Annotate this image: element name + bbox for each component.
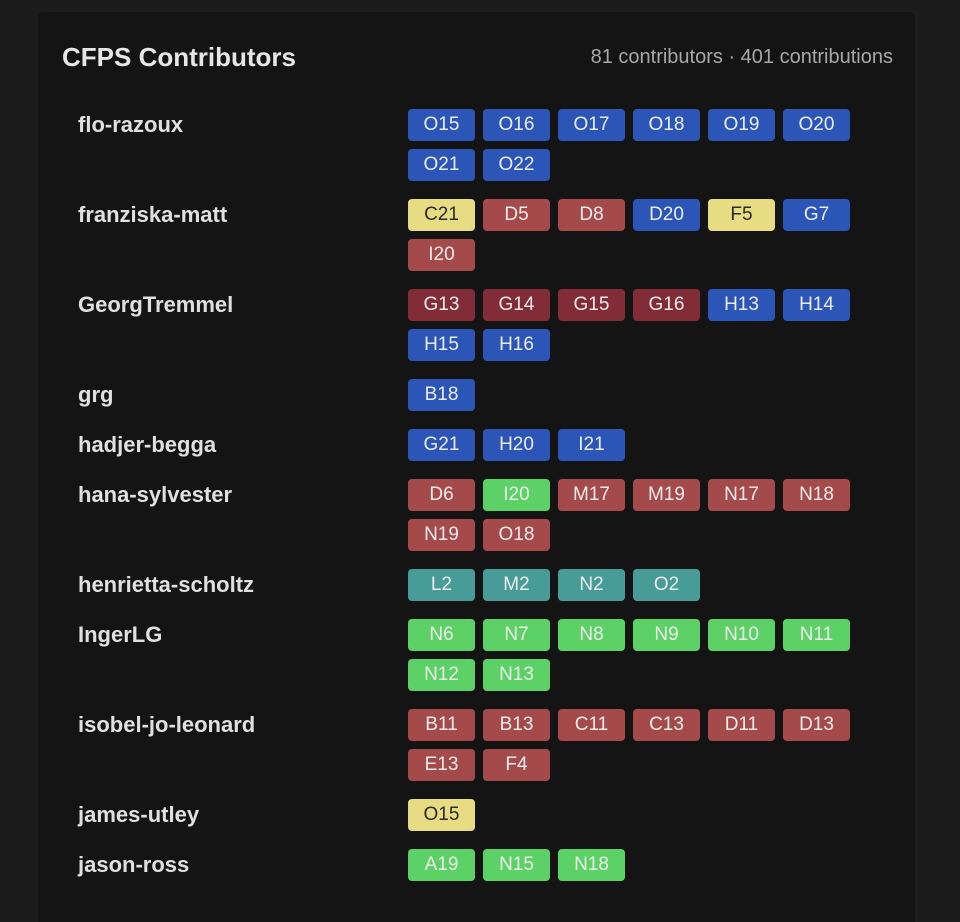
chip: O16 bbox=[483, 109, 550, 141]
contributor-name: franziska-matt bbox=[78, 202, 228, 227]
chip: N11 bbox=[783, 619, 850, 651]
chip: I20 bbox=[408, 239, 475, 271]
contributor-row: jason-ross A19 N15 N18 bbox=[78, 849, 898, 881]
contributor-row: grg B18 bbox=[78, 379, 898, 411]
chip: C11 bbox=[558, 709, 625, 741]
chip: D8 bbox=[558, 199, 625, 231]
chip: M2 bbox=[483, 569, 550, 601]
chip: G15 bbox=[558, 289, 625, 321]
chip: N17 bbox=[708, 479, 775, 511]
chip: O18 bbox=[483, 519, 550, 551]
chip: N2 bbox=[558, 569, 625, 601]
chip: B13 bbox=[483, 709, 550, 741]
contributor-name: hana-sylvester bbox=[78, 482, 233, 507]
chip: N9 bbox=[633, 619, 700, 651]
chip: G16 bbox=[633, 289, 700, 321]
header: CFPS Contributors 81 contributors · 401 … bbox=[62, 40, 893, 74]
chip: N7 bbox=[483, 619, 550, 651]
chip: D13 bbox=[783, 709, 850, 741]
contributor-row: GeorgTremmel G13 G14 G15 G16 H13 H14 H15 H16 bbox=[78, 289, 898, 361]
chip: N6 bbox=[408, 619, 475, 651]
chip: A19 bbox=[408, 849, 475, 881]
contributor-name: GeorgTremmel bbox=[78, 292, 234, 317]
chip: D11 bbox=[708, 709, 775, 741]
chip-list: G21 H20 I21 bbox=[408, 429, 858, 461]
contributor-name: IngerLG bbox=[78, 622, 163, 647]
contributor-name: isobel-jo-leonard bbox=[78, 712, 256, 737]
contributor-row: hadjer-begga G21 H20 I21 bbox=[78, 429, 898, 461]
chip-list: D6 I20 M17 M19 N17 N18 N19 O18 bbox=[408, 479, 858, 551]
chip: O17 bbox=[558, 109, 625, 141]
chip: B18 bbox=[408, 379, 475, 411]
chip: F4 bbox=[483, 749, 550, 781]
chip: O2 bbox=[633, 569, 700, 601]
chip: G7 bbox=[783, 199, 850, 231]
chip: D6 bbox=[408, 479, 475, 511]
chip: N8 bbox=[558, 619, 625, 651]
chip-list: B11 B13 C11 C13 D11 D13 E13 F4 bbox=[408, 709, 858, 781]
chip: N12 bbox=[408, 659, 475, 691]
chip: D5 bbox=[483, 199, 550, 231]
contributor-name: james-utley bbox=[78, 802, 200, 827]
chip: E13 bbox=[408, 749, 475, 781]
contributor-row: james-utley O15 bbox=[78, 799, 898, 831]
contributor-name: jason-ross bbox=[78, 852, 190, 877]
chip: G21 bbox=[408, 429, 475, 461]
chip: O21 bbox=[408, 149, 475, 181]
chip: L2 bbox=[408, 569, 475, 601]
chip: N18 bbox=[783, 479, 850, 511]
chip: H13 bbox=[708, 289, 775, 321]
chip: O20 bbox=[783, 109, 850, 141]
contributor-row: isobel-jo-leonard B11 B13 C11 C13 D11 D13 E13 F4 bbox=[78, 709, 898, 781]
chip: N10 bbox=[708, 619, 775, 651]
chip: C21 bbox=[408, 199, 475, 231]
contributor-name: henrietta-scholtz bbox=[78, 572, 255, 597]
chip: G14 bbox=[483, 289, 550, 321]
chip: H16 bbox=[483, 329, 550, 361]
chip-list: C21 D5 D8 D20 F5 G7 I20 bbox=[408, 199, 858, 271]
contributor-name: hadjer-begga bbox=[78, 432, 217, 457]
chip-list: L2 M2 N2 O2 bbox=[408, 569, 858, 601]
chip: I21 bbox=[558, 429, 625, 461]
chip: I20 bbox=[483, 479, 550, 511]
chip-list: B18 bbox=[408, 379, 858, 411]
contributor-row: hana-sylvester D6 I20 M17 M19 N17 N18 N19 O18 bbox=[78, 479, 898, 551]
chip: O22 bbox=[483, 149, 550, 181]
chip: G13 bbox=[408, 289, 475, 321]
chip-list: O15 O16 O17 O18 O19 O20 O21 O22 bbox=[408, 109, 858, 181]
chip: H14 bbox=[783, 289, 850, 321]
chip: O15 bbox=[408, 799, 475, 831]
chip: H15 bbox=[408, 329, 475, 361]
title: CFPS Contributors bbox=[62, 41, 296, 72]
contributor-name: flo-razoux bbox=[78, 112, 184, 137]
stats: 81 contributors · 401 contributions bbox=[590, 45, 893, 68]
chip: O18 bbox=[633, 109, 700, 141]
chip: N13 bbox=[483, 659, 550, 691]
chip: M17 bbox=[558, 479, 625, 511]
chip: M19 bbox=[633, 479, 700, 511]
chip: D20 bbox=[633, 199, 700, 231]
chip: N18 bbox=[558, 849, 625, 881]
chip-list: N6 N7 N8 N9 N10 N11 N12 N13 bbox=[408, 619, 858, 691]
chip: B11 bbox=[408, 709, 475, 741]
panel: CFPS Contributors 81 contributors · 401 … bbox=[38, 12, 915, 922]
chip: O15 bbox=[408, 109, 475, 141]
chip-list: G13 G14 G15 G16 H13 H14 H15 H16 bbox=[408, 289, 858, 361]
chip: F5 bbox=[708, 199, 775, 231]
chip: O19 bbox=[708, 109, 775, 141]
contributor-row: franziska-matt C21 D5 D8 D20 F5 G7 I20 bbox=[78, 199, 898, 271]
contributor-name: grg bbox=[78, 382, 114, 407]
chip-list: A19 N15 N18 bbox=[408, 849, 858, 881]
chip: N19 bbox=[408, 519, 475, 551]
contributor-row: henrietta-scholtz L2 M2 N2 O2 bbox=[78, 569, 898, 601]
contributor-list: flo-razoux O15 O16 O17 O18 O19 O20 O21 O22 franzi… bbox=[78, 109, 898, 899]
chip: H20 bbox=[483, 429, 550, 461]
contributor-row: IngerLG N6 N7 N8 N9 N10 N11 N12 N13 bbox=[78, 619, 898, 691]
contributor-row: flo-razoux O15 O16 O17 O18 O19 O20 O21 O22 bbox=[78, 109, 898, 181]
chip: N15 bbox=[483, 849, 550, 881]
chip-list: O15 bbox=[408, 799, 858, 831]
chip: C13 bbox=[633, 709, 700, 741]
